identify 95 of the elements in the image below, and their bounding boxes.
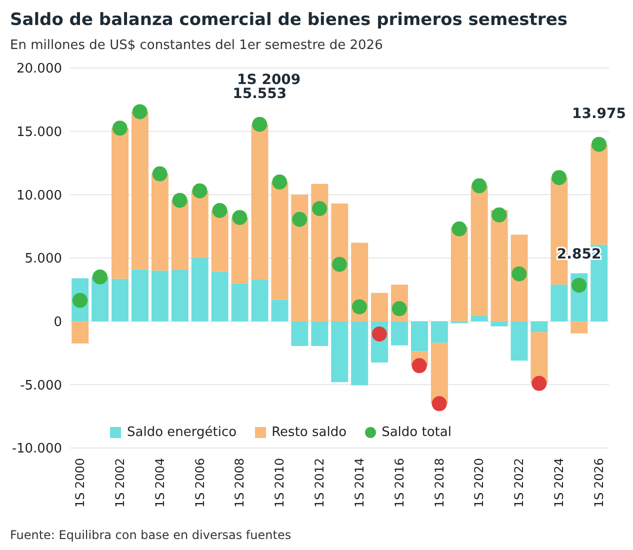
point [432,396,447,412]
bar [151,270,168,322]
bar [231,283,248,322]
bar [391,321,408,346]
legend-label: Saldo energético [126,425,237,440]
bar [171,200,188,270]
bar [112,278,129,322]
point [132,104,148,120]
bar [490,321,508,326]
x-tick-label: 1S 2012 [312,458,327,508]
point [412,358,427,374]
bar [331,204,348,322]
y-tick-label: -10.000 [12,442,62,457]
x-tick-label: 1S 2024 [552,458,566,508]
point [272,174,288,190]
y-tick-label: 5.000 [24,252,62,267]
point [212,203,228,218]
bar [251,280,268,322]
bar [430,321,448,343]
bar [311,321,328,346]
bar [291,321,308,346]
bar [410,321,428,352]
point [592,136,607,152]
x-tick-label: 1S 2010 [272,458,287,508]
bar [211,210,228,272]
bar [490,210,508,322]
bar [450,226,468,322]
chart-title: Saldo de balanza comercial de bienes primeros semestres [10,10,568,30]
bar [530,321,548,332]
bar [351,321,368,386]
bar [550,284,568,322]
point [332,256,347,272]
legend-label: Saldo total [380,425,452,440]
point [492,207,507,222]
point [352,299,367,314]
source-note: Fuente: Equilibra con base en diversas fuentes [10,528,292,542]
legend-label: Resto saldo [270,425,347,440]
bar [131,112,148,270]
point [572,278,587,293]
x-tick-label: 1S 2018 [432,458,446,508]
point [452,221,467,236]
bar [72,321,89,344]
x-tick-label: 1S 2016 [392,458,406,508]
y-tick-label: 0 [54,314,62,330]
y-tick-label: 15.000 [16,124,62,140]
x-tick-label: 1S 2002 [112,458,127,508]
bar [171,270,188,322]
x-tick-label: 1S 2006 [192,458,207,508]
point [292,212,308,227]
bar [131,269,148,322]
bar [311,184,328,322]
bar [430,342,448,404]
x-tick-label: 1S 2020 [472,458,486,508]
point [532,376,547,391]
point [312,201,328,216]
annotation: 1S 2009 [237,72,301,88]
x-tick-label: 1S 2014 [352,458,366,508]
point [232,210,248,225]
point [472,178,487,194]
x-tick-label: 1S 2022 [512,458,526,508]
x-tick-label: 1S 2000 [72,458,87,508]
bar [470,316,488,322]
bar [271,300,288,322]
point [552,170,567,186]
point [152,166,168,182]
point [512,266,527,282]
x-tick-label: 1S 2004 [152,458,167,508]
bar [291,194,308,322]
y-tick-label: -5.000 [20,378,62,394]
bar [231,217,248,284]
point [172,192,188,208]
point [92,270,108,284]
bar [191,258,208,322]
bar [211,272,228,322]
data-label: 13.975 [572,106,626,122]
bar [251,124,268,280]
y-tick-label: 20.000 [16,62,62,77]
bar [590,144,608,245]
bar [570,321,588,334]
bar [331,321,348,382]
bar [470,186,488,316]
data-label: 15.553 [232,86,287,102]
x-tick-label: 1S 2026 [592,458,606,508]
bar [151,174,168,271]
point [192,183,208,198]
point [252,116,268,132]
chart-subtitle: En millones de US$ constantes del 1er semestre de 2026 [10,38,383,53]
bar [510,321,528,361]
y-tick-label: 10.000 [16,188,62,204]
x-tick-label: 1S 2008 [232,458,247,508]
bar [371,292,388,322]
point [112,120,128,136]
bar [191,190,208,258]
bar [112,128,129,279]
bar [271,182,288,300]
